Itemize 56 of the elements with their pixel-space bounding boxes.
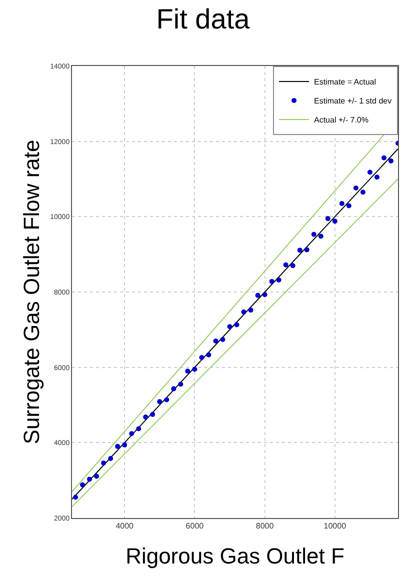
point [374,174,380,180]
point [339,200,344,206]
point [388,158,394,164]
point [199,355,204,360]
point [325,216,330,222]
point [269,278,274,284]
point [80,482,86,488]
point [192,366,198,372]
point [304,247,310,252]
legend-label: Estimate = Actual [314,78,376,87]
point [129,431,134,436]
point [94,474,100,479]
point [297,248,302,253]
point [171,386,176,392]
point [248,308,254,313]
point [353,186,358,191]
point [276,277,282,282]
point [332,218,338,224]
point [220,336,226,342]
point [234,322,240,328]
point [115,444,120,449]
point [311,232,316,237]
x-tick-label: 8000 [256,522,274,531]
point [178,382,184,387]
x-axis-title: Rigorous Gas Outlet F [126,544,344,568]
point [185,368,190,374]
point [150,412,156,417]
point [255,292,260,298]
x-tick-label: 4000 [116,522,134,531]
point [367,170,372,175]
legend-label: Estimate +/- 1 std dev [314,96,392,106]
point [73,494,78,500]
point [143,414,148,420]
point [157,399,162,404]
point [283,262,288,268]
point [87,476,92,482]
point [360,190,366,195]
point [136,426,142,432]
point [318,234,324,239]
x-tick-label: 6000 [186,522,204,531]
point [108,456,114,461]
x-tick-label: 10000 [324,522,347,531]
point [122,442,128,448]
y-axis-title: Surrogate Gas Outlet Flow rate [18,140,44,444]
point [227,324,232,330]
point [346,203,352,208]
point [290,263,296,268]
point [101,460,106,466]
point [241,309,246,314]
point [262,292,268,298]
legend-label: Actual +/- 7.0% [314,116,368,125]
chart-title: Fit data [156,3,250,34]
point [164,397,170,402]
point [206,352,212,358]
point [381,155,386,160]
point [213,338,218,344]
